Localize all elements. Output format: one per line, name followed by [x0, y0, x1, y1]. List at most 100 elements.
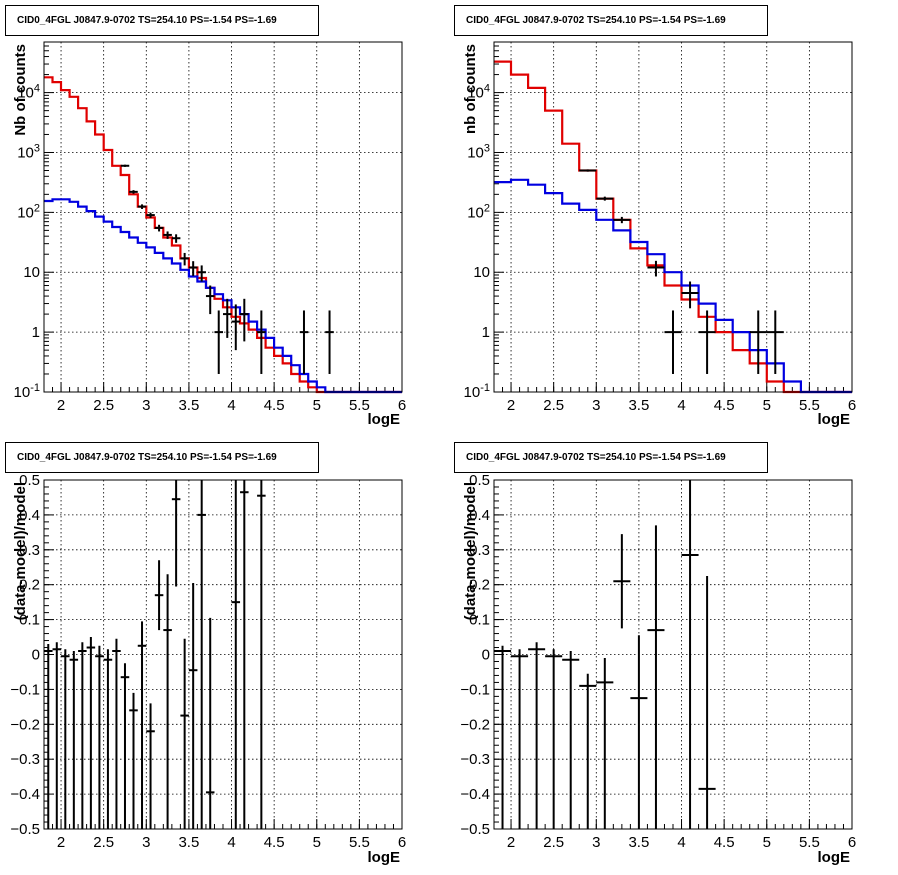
x-tick-label: 2.5 — [93, 397, 114, 414]
x-tick-label: 3 — [142, 834, 150, 851]
y-tick-label: 103 — [467, 142, 490, 161]
x-axis-title: logE — [818, 849, 851, 866]
x-tick-label: 3.5 — [178, 834, 199, 851]
y-tick-label: 10-1 — [14, 382, 40, 401]
x-tick-label: 2 — [507, 397, 515, 414]
title-box — [454, 442, 768, 473]
data-point — [681, 480, 699, 829]
series-2-step-line — [44, 198, 402, 394]
data-point — [129, 692, 138, 829]
x-tick-label: 5.5 — [349, 834, 370, 851]
x-tick-label: 2 — [57, 834, 65, 851]
data-point — [171, 234, 181, 243]
data-point — [240, 298, 249, 342]
data-point — [129, 190, 138, 194]
data-point — [61, 649, 70, 829]
plot-frame — [493, 41, 853, 393]
y-tick-label: −0.3 — [460, 751, 490, 768]
data-point — [120, 663, 130, 829]
x-tick-label: 4 — [677, 397, 685, 414]
y-tick-label: 10 — [23, 264, 40, 281]
y-tick-label: 0.4 — [19, 507, 40, 524]
panel-title: CID0_4FGL J0847.9-0702 TS=254.10 PS=-1.5… — [17, 452, 277, 463]
data-point — [69, 651, 79, 829]
panel-2: CID0_4FGL J0847.9-0702 TS=254.10 PS=-1.5… — [454, 5, 856, 428]
data-point — [579, 673, 597, 829]
title-box — [5, 442, 319, 473]
data-point — [596, 196, 614, 201]
y-tick-label: 1 — [32, 324, 40, 341]
y-tick-label: −0.5 — [10, 821, 40, 838]
y-axis-title: nb of counts — [462, 44, 479, 134]
data-point — [698, 310, 716, 374]
data-point — [188, 261, 198, 276]
y-tick-label: 0.4 — [469, 507, 490, 524]
x-tick-label: 4.5 — [264, 397, 285, 414]
y-tick-label: −0.2 — [10, 716, 40, 733]
data-point — [120, 164, 130, 167]
data-point — [137, 621, 147, 829]
x-tick-label: 2.5 — [543, 397, 564, 414]
data-point — [95, 645, 104, 829]
y-tick-label: 0.5 — [19, 472, 40, 489]
series-3-errorbars — [120, 164, 334, 374]
panel-title: CID0_4FGL J0847.9-0702 TS=254.10 PS=-1.5… — [466, 15, 726, 26]
x-tick-label: 3 — [592, 834, 600, 851]
panel-1: CID0_4FGL J0847.9-0702 TS=254.10 PS=-1.5… — [5, 5, 406, 428]
y-tick-label: −0.3 — [10, 751, 40, 768]
y-tick-label: 0.2 — [19, 577, 40, 594]
data-point — [630, 635, 648, 829]
y-tick-label: 10 — [473, 264, 490, 281]
y-tick-label: −0.2 — [460, 716, 490, 733]
y-tick-label: 102 — [17, 202, 40, 221]
x-tick-label: 6 — [398, 834, 406, 851]
data-point — [163, 231, 172, 239]
data-point — [231, 304, 241, 351]
y-tick-label: 0.2 — [469, 577, 490, 594]
data-point — [613, 216, 631, 224]
panel-title: CID0_4FGL J0847.9-0702 TS=254.10 PS=-1.5… — [466, 452, 726, 463]
x-tick-label: 5.5 — [799, 397, 820, 414]
x-tick-label: 3.5 — [628, 834, 649, 851]
y-tick-label: 0 — [482, 647, 490, 664]
y-tick-label: −0.5 — [460, 821, 490, 838]
y-tick-label: 102 — [467, 202, 490, 221]
x-axis-title: logE — [818, 411, 851, 428]
data-point — [299, 310, 309, 374]
data-point — [78, 642, 87, 829]
data-point — [494, 645, 512, 829]
data-point — [664, 310, 682, 374]
x-axis-title: logE — [368, 411, 401, 428]
y-tick-label: −0.1 — [460, 681, 490, 698]
data-point — [205, 285, 215, 315]
x-tick-label: 5 — [763, 834, 771, 851]
y-tick-label: 0.5 — [469, 472, 490, 489]
y-axis-title: Nb of counts — [12, 44, 29, 136]
panel-3: CID0_4FGL J0847.9-0702 TS=254.10 PS=-1.5… — [5, 442, 406, 866]
data-point — [257, 480, 266, 829]
y-tick-label: 1 — [482, 324, 490, 341]
data-point — [205, 617, 215, 829]
data-point — [579, 169, 597, 172]
data-point — [613, 534, 631, 629]
plot-frame — [43, 41, 403, 393]
y-tick-label: 104 — [17, 83, 40, 102]
y-tick-label: 0.3 — [469, 542, 490, 559]
panel-4: CID0_4FGL J0847.9-0702 TS=254.10 PS=-1.5… — [454, 442, 856, 866]
y-axis-title: (data-model)/model — [12, 482, 29, 620]
data-point — [257, 310, 266, 374]
plot-frame — [43, 479, 403, 830]
data-point — [137, 204, 147, 209]
data-point — [214, 310, 223, 374]
data-point — [749, 310, 767, 374]
y-tick-label: 0.1 — [19, 612, 40, 629]
data-point — [163, 574, 172, 829]
data-point — [103, 649, 113, 829]
data-point — [154, 560, 164, 631]
data-point — [44, 644, 53, 829]
data-point — [511, 649, 529, 829]
y-tick-label: 104 — [467, 83, 490, 102]
title-box — [454, 5, 768, 36]
x-tick-label: 2.5 — [543, 834, 564, 851]
